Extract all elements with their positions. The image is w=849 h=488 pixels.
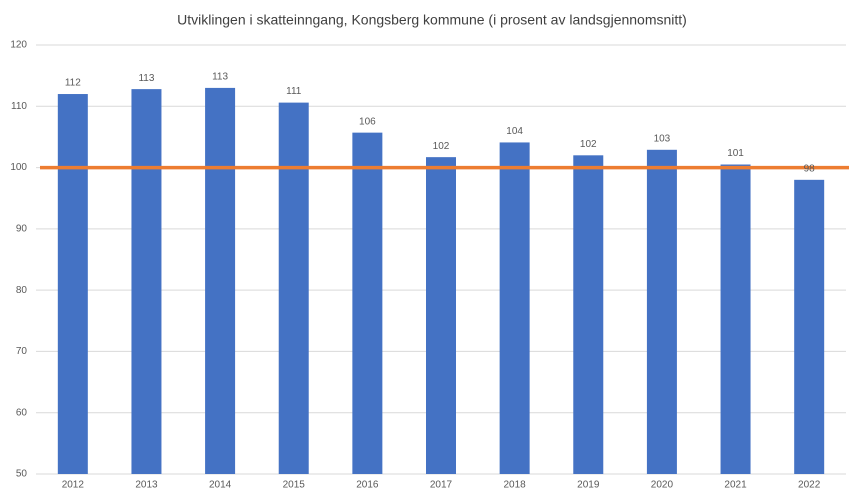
bar xyxy=(794,179,825,475)
bar xyxy=(352,132,383,475)
data-label: 101 xyxy=(727,148,744,159)
data-label: 102 xyxy=(580,139,597,150)
bar xyxy=(278,102,309,474)
bar xyxy=(205,87,236,475)
y-tick-label: 100 xyxy=(10,162,27,173)
chart-title: Utviklingen i skatteinngang, Kongsberg k… xyxy=(177,12,687,28)
bar xyxy=(573,155,604,475)
x-tick-label: 2021 xyxy=(724,480,747,488)
data-label: 111 xyxy=(286,86,302,97)
y-tick-label: 110 xyxy=(11,101,27,112)
x-tick-label: 2016 xyxy=(356,480,379,488)
y-tick-label: 90 xyxy=(16,223,28,234)
data-label: 102 xyxy=(433,141,450,152)
bar xyxy=(720,164,751,474)
data-label: 112 xyxy=(65,78,81,89)
y-tick-label: 120 xyxy=(10,40,27,51)
y-tick-label: 80 xyxy=(16,285,28,296)
data-label: 106 xyxy=(359,116,376,127)
y-tick-label: 50 xyxy=(16,469,28,480)
data-label: 113 xyxy=(212,72,228,83)
bar xyxy=(499,142,530,475)
data-label: 104 xyxy=(506,126,523,137)
x-tick-label: 2022 xyxy=(798,480,821,488)
x-tick-label: 2017 xyxy=(430,480,453,488)
bar xyxy=(57,94,88,475)
data-label: 103 xyxy=(654,133,671,144)
x-tick-label: 2015 xyxy=(283,480,306,488)
y-tick-label: 60 xyxy=(16,407,28,418)
bar xyxy=(646,149,677,474)
data-label: 113 xyxy=(138,73,154,84)
x-tick-label: 2012 xyxy=(62,480,85,488)
bar xyxy=(426,157,456,474)
y-tick-label: 70 xyxy=(16,346,28,357)
x-tick-label: 2019 xyxy=(577,480,600,488)
bar xyxy=(131,89,162,474)
x-tick-label: 2013 xyxy=(135,480,158,488)
data-label: 98 xyxy=(804,163,816,174)
x-tick-label: 2014 xyxy=(209,480,232,488)
x-tick-label: 2020 xyxy=(651,480,674,488)
x-tick-label: 2018 xyxy=(504,480,527,488)
